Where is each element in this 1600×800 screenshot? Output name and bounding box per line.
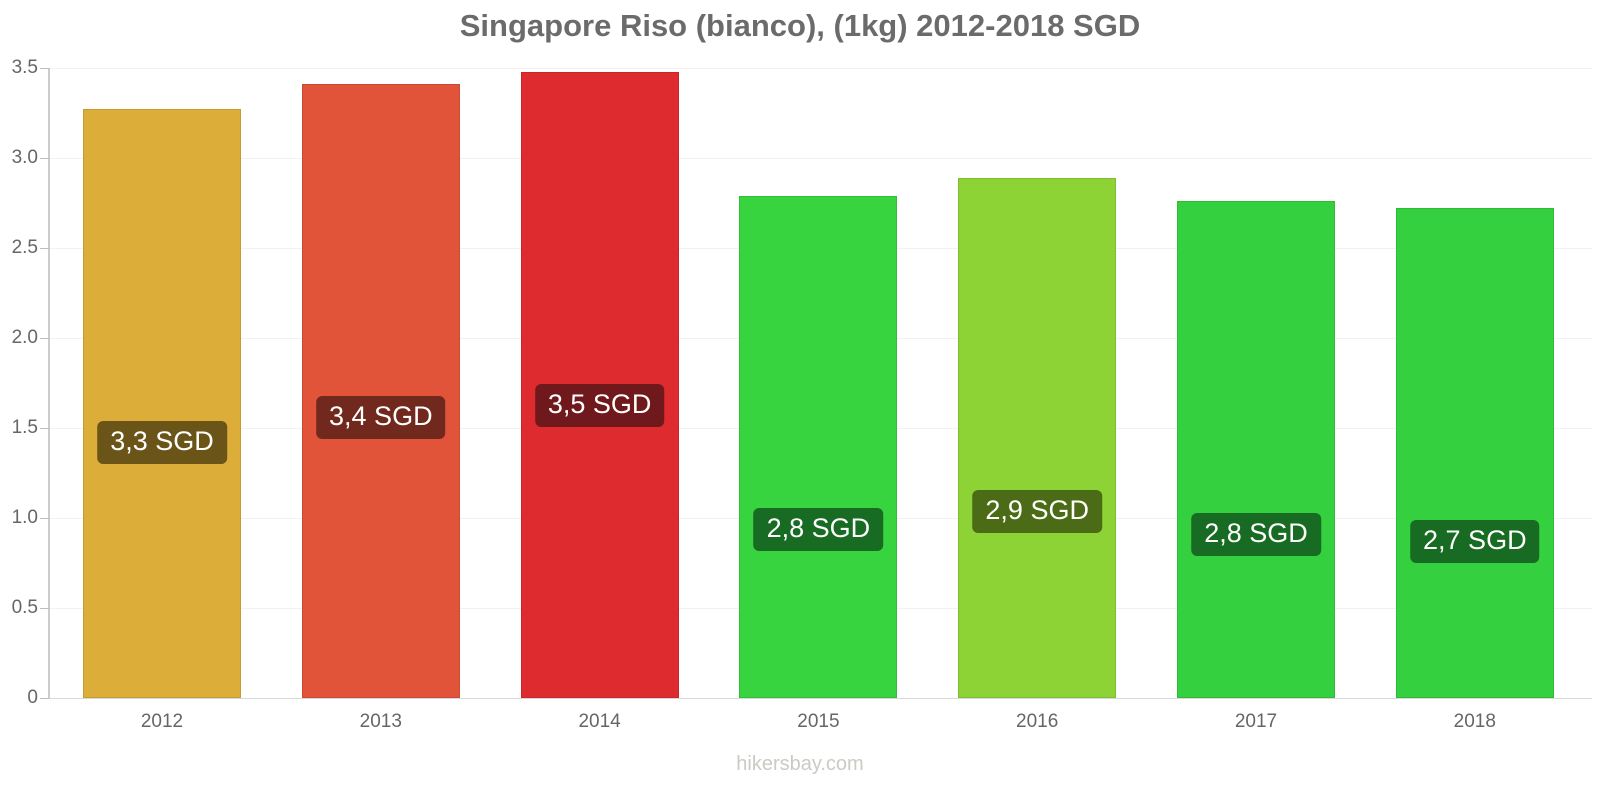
bar-group[interactable]: 2,9 SGD [958, 177, 1117, 698]
bar-value-label: 3,5 SGD [534, 383, 665, 427]
y-tick-mark [40, 698, 49, 699]
y-tick-label: 0 [27, 687, 38, 708]
y-tick-label: 1.0 [11, 507, 38, 528]
bar-group[interactable]: 2,8 SGD [739, 195, 898, 698]
y-tick-mark [40, 608, 49, 609]
gridline [48, 698, 1592, 699]
x-tick-label: 2017 [1234, 711, 1278, 732]
bar-group[interactable]: 3,3 SGD [83, 109, 241, 698]
y-tick-mark [40, 68, 49, 69]
y-tick-label: 2.5 [11, 237, 38, 258]
y-tick-mark [40, 158, 49, 159]
bar[interactable] [1177, 201, 1335, 698]
bar-group[interactable]: 2,7 SGD [1395, 208, 1554, 698]
y-axis-line [48, 68, 50, 699]
y-tick-label: 3.5 [11, 57, 38, 78]
bar-group[interactable]: 2,8 SGD [1177, 201, 1335, 698]
bar[interactable] [83, 109, 241, 698]
y-tick-label: 2.0 [11, 327, 38, 348]
footer-attribution: hikersbay.com [736, 753, 864, 775]
bar[interactable] [958, 177, 1117, 698]
x-tick-label: 2015 [797, 711, 840, 732]
y-tick-label: 3.0 [11, 147, 38, 168]
gridline [48, 158, 1592, 159]
bar[interactable] [301, 84, 460, 698]
y-tick-label: 0.5 [11, 597, 38, 618]
x-tick-label: 2012 [140, 711, 184, 732]
y-tick-mark [40, 428, 49, 429]
x-tick-label: 2016 [1016, 711, 1059, 732]
y-tick-mark [40, 518, 49, 519]
y-tick-label: 1.5 [11, 417, 38, 438]
x-tick-label: 2014 [578, 711, 621, 732]
bar-group[interactable]: 3,4 SGD [301, 84, 460, 698]
bar-value-label: 3,4 SGD [316, 396, 446, 440]
x-tick-label: 2013 [359, 711, 402, 732]
bar-value-label: 2,7 SGD [1410, 520, 1540, 564]
bar[interactable] [1395, 208, 1554, 698]
gridline [48, 68, 1592, 69]
bar-value-label: 3,3 SGD [97, 421, 227, 465]
bar[interactable] [739, 195, 898, 698]
y-tick-mark [40, 338, 49, 339]
x-tick-label: 2018 [1453, 711, 1496, 732]
y-tick-mark [40, 248, 49, 249]
bar-value-label: 2,8 SGD [1191, 513, 1321, 557]
bar-group[interactable]: 3,5 SGD [520, 71, 679, 698]
bar-value-label: 2,8 SGD [753, 507, 884, 551]
page-title: Singapore Riso (bianco), (1kg) 2012-2018… [459, 8, 1141, 43]
bar-value-label: 2,9 SGD [972, 489, 1102, 533]
